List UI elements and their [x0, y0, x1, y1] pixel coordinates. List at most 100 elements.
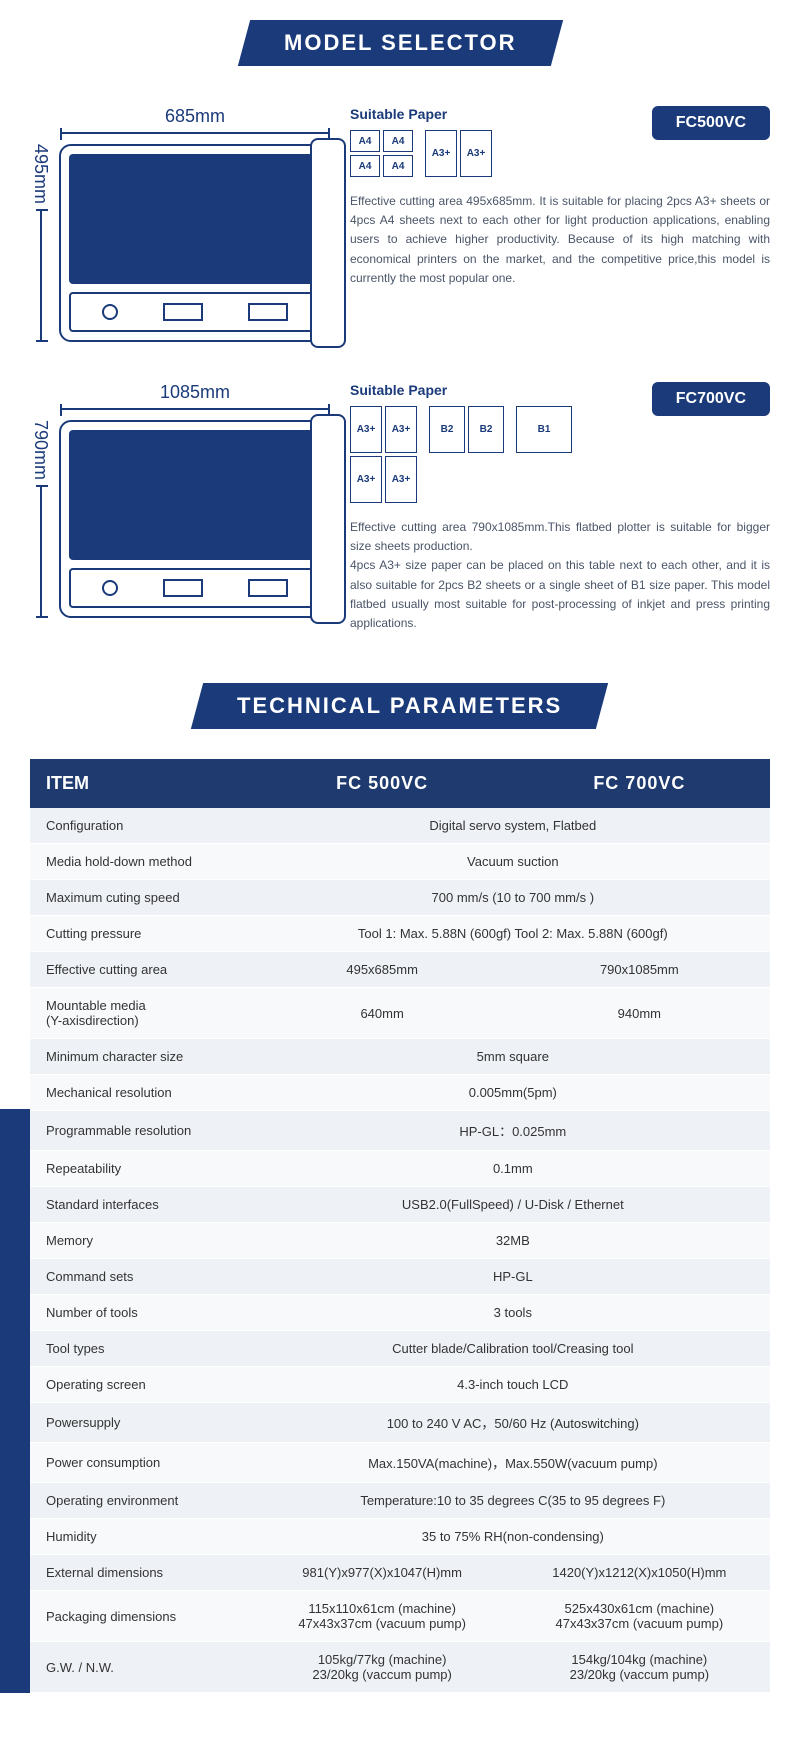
row-label: Mountable media(Y-axisdirection)	[30, 988, 256, 1039]
paper-cell: A4	[350, 130, 380, 152]
width-dimension: 685mm	[60, 106, 330, 127]
row-label: Cutting pressure	[30, 916, 256, 952]
table-row: Repeatability0.1mm	[30, 1151, 770, 1187]
row-value: 4.3-inch touch LCD	[256, 1367, 770, 1403]
table-row: Tool typesCutter blade/Calibration tool/…	[30, 1331, 770, 1367]
table-row: Programmable resolutionHP-GL：0.025mm	[30, 1111, 770, 1151]
table-row: Mechanical resolution0.005mm(5pm)	[30, 1075, 770, 1111]
row-value: 115x110x61cm (machine)47x43x37cm (vacuum…	[256, 1591, 509, 1642]
side-accent	[0, 1109, 30, 1693]
paper-cell: B2	[429, 406, 465, 453]
model-selector-banner: MODEL SELECTOR	[0, 20, 800, 66]
info-column: FC700VC Suitable Paper A3+A3+ A3+A3+ B2B…	[350, 382, 770, 633]
row-value: Tool 1: Max. 5.88N (600gf) Tool 2: Max. …	[256, 916, 770, 952]
row-label: Operating screen	[30, 1367, 256, 1403]
row-label: Tool types	[30, 1331, 256, 1367]
row-label: External dimensions	[30, 1555, 256, 1591]
table-row: ConfigurationDigital servo system, Flatb…	[30, 808, 770, 844]
panel-rect-icon	[163, 579, 203, 597]
tech-params-banner: TECHNICAL PARAMETERS	[0, 683, 800, 729]
row-value: Vacuum suction	[256, 844, 770, 880]
row-label: Repeatability	[30, 1151, 256, 1187]
paper-cell: A3+	[350, 456, 382, 503]
row-value: 525x430x61cm (machine)47x43x37cm (vacuum…	[509, 1591, 770, 1642]
table-row: Number of tools3 tools	[30, 1295, 770, 1331]
tech-params-table: ITEMFC 500VCFC 700VC ConfigurationDigita…	[30, 759, 770, 1693]
row-label: G.W. / N.W.	[30, 1642, 256, 1693]
width-bar	[60, 132, 330, 134]
row-value: 154kg/104kg (machine)23/20kg (vaccum pum…	[509, 1642, 770, 1693]
paper-cell: A3+	[385, 456, 417, 503]
paper-cell: A4	[383, 155, 413, 177]
row-label: Programmable resolution	[30, 1111, 256, 1151]
row-value: Max.150VA(machine)，Max.550W(vacuum pump)	[256, 1443, 770, 1483]
paper-groups: A4A4 A4A4 A3+A3+	[350, 130, 652, 177]
device-panel	[69, 568, 320, 608]
row-label: Media hold-down method	[30, 844, 256, 880]
model-description: Effective cutting area 495x685mm. It is …	[350, 192, 770, 288]
panel-rect-icon	[248, 579, 288, 597]
model-badge: FC500VC	[652, 106, 770, 140]
row-label: Power consumption	[30, 1443, 256, 1483]
row-label: Memory	[30, 1223, 256, 1259]
table-row: Command setsHP-GL	[30, 1259, 770, 1295]
table-row: Mountable media(Y-axisdirection)640mm940…	[30, 988, 770, 1039]
row-value: 100 to 240 V AC，50/60 Hz (Autoswitching)	[256, 1403, 770, 1443]
row-value: 105kg/77kg (machine)23/20kg (vaccum pump…	[256, 1642, 509, 1693]
paper-cell: A3+	[385, 406, 417, 453]
row-label: Command sets	[30, 1259, 256, 1295]
height-bar	[40, 485, 42, 618]
paper-cell: A3+	[460, 130, 492, 177]
diagram-column: 685mm 495mm	[30, 106, 330, 342]
panel-circle-icon	[102, 580, 118, 596]
row-value: 1420(Y)x1212(X)x1050(H)mm	[509, 1555, 770, 1591]
row-value: HP-GL：0.025mm	[256, 1111, 770, 1151]
paper-cell: B2	[468, 406, 504, 453]
table-row: Powersupply100 to 240 V AC，50/60 Hz (Aut…	[30, 1403, 770, 1443]
height-dimension-wrap: 495mm	[30, 144, 51, 342]
width-dimension: 1085mm	[60, 382, 330, 403]
paper-cell: A4	[350, 155, 380, 177]
table-row: Humidity35 to 75% RH(non-condensing)	[30, 1519, 770, 1555]
table-row: Operating environmentTemperature:10 to 3…	[30, 1483, 770, 1519]
table-row: Effective cutting area495x685mm790x1085m…	[30, 952, 770, 988]
device-screen	[69, 154, 320, 284]
paper-group: B1	[516, 406, 572, 503]
width-bar	[60, 408, 330, 410]
paper-group: B2B2	[429, 406, 504, 503]
row-value: 495x685mm	[256, 952, 509, 988]
row-value: Temperature:10 to 35 degrees C(35 to 95 …	[256, 1483, 770, 1519]
height-dimension-wrap: 790mm	[30, 420, 51, 618]
row-value: 5mm square	[256, 1039, 770, 1075]
diagram-column: 1085mm 790mm	[30, 382, 330, 633]
row-value: USB2.0(FullSpeed) / U-Disk / Ethernet	[256, 1187, 770, 1223]
device-screen	[69, 430, 320, 560]
paper-cell: A3+	[350, 406, 382, 453]
model-description: Effective cutting area 790x1085mm.This f…	[350, 518, 770, 633]
row-label: Operating environment	[30, 1483, 256, 1519]
table-row: Maximum cuting speed700 mm/s (10 to 700 …	[30, 880, 770, 916]
row-value: 35 to 75% RH(non-condensing)	[256, 1519, 770, 1555]
device-diagram	[59, 144, 330, 342]
row-value: 0.1mm	[256, 1151, 770, 1187]
panel-rect-icon	[248, 303, 288, 321]
paper-groups: A3+A3+ A3+A3+ B2B2B1	[350, 406, 652, 503]
table-row: Media hold-down methodVacuum suction	[30, 844, 770, 880]
device-diagram	[59, 420, 330, 618]
paper-group: A4A4 A4A4	[350, 130, 413, 177]
table-header: FC 700VC	[509, 759, 770, 808]
table-header: FC 500VC	[256, 759, 509, 808]
row-value: 640mm	[256, 988, 509, 1039]
model-badge: FC700VC	[652, 382, 770, 416]
device-side-icon	[310, 138, 346, 348]
height-bar	[40, 209, 42, 342]
table-row: G.W. / N.W.105kg/77kg (machine)23/20kg (…	[30, 1642, 770, 1693]
model-row: 1085mm 790mm FC700VC	[0, 372, 800, 663]
banner-title: MODEL SELECTOR	[284, 30, 517, 56]
paper-group: A3+A3+	[425, 130, 492, 177]
table-row: Packaging dimensions115x110x61cm (machin…	[30, 1591, 770, 1642]
row-value: 981(Y)x977(X)x1047(H)mm	[256, 1555, 509, 1591]
row-label: Effective cutting area	[30, 952, 256, 988]
paper-cell: A3+	[425, 130, 457, 177]
table-row: Cutting pressureTool 1: Max. 5.88N (600g…	[30, 916, 770, 952]
